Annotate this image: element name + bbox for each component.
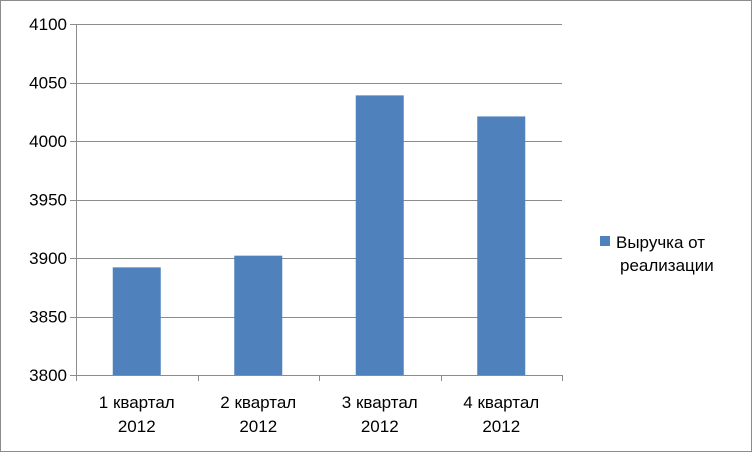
bar <box>112 267 161 375</box>
legend-label: Выручка от реализации <box>616 233 714 275</box>
legend-swatch <box>600 236 610 246</box>
y-tick-label: 4100 <box>29 15 67 34</box>
y-tick-label: 3850 <box>29 308 67 327</box>
bar <box>355 95 404 376</box>
x-tick-label: 3 квартал 2012 <box>342 393 418 436</box>
y-tick-label: 4000 <box>29 132 67 151</box>
x-tick-label: 4 квартал 2012 <box>463 393 539 436</box>
bar <box>234 255 283 375</box>
bar <box>477 116 526 376</box>
y-tick-label: 3800 <box>29 366 67 385</box>
y-tick-label: 3900 <box>29 249 67 268</box>
y-tick-label: 4050 <box>29 74 67 93</box>
x-tick-label: 2 квартал 2012 <box>220 393 296 436</box>
x-tick-label: 1 квартал 2012 <box>99 393 175 436</box>
y-tick-label: 3950 <box>29 191 67 210</box>
